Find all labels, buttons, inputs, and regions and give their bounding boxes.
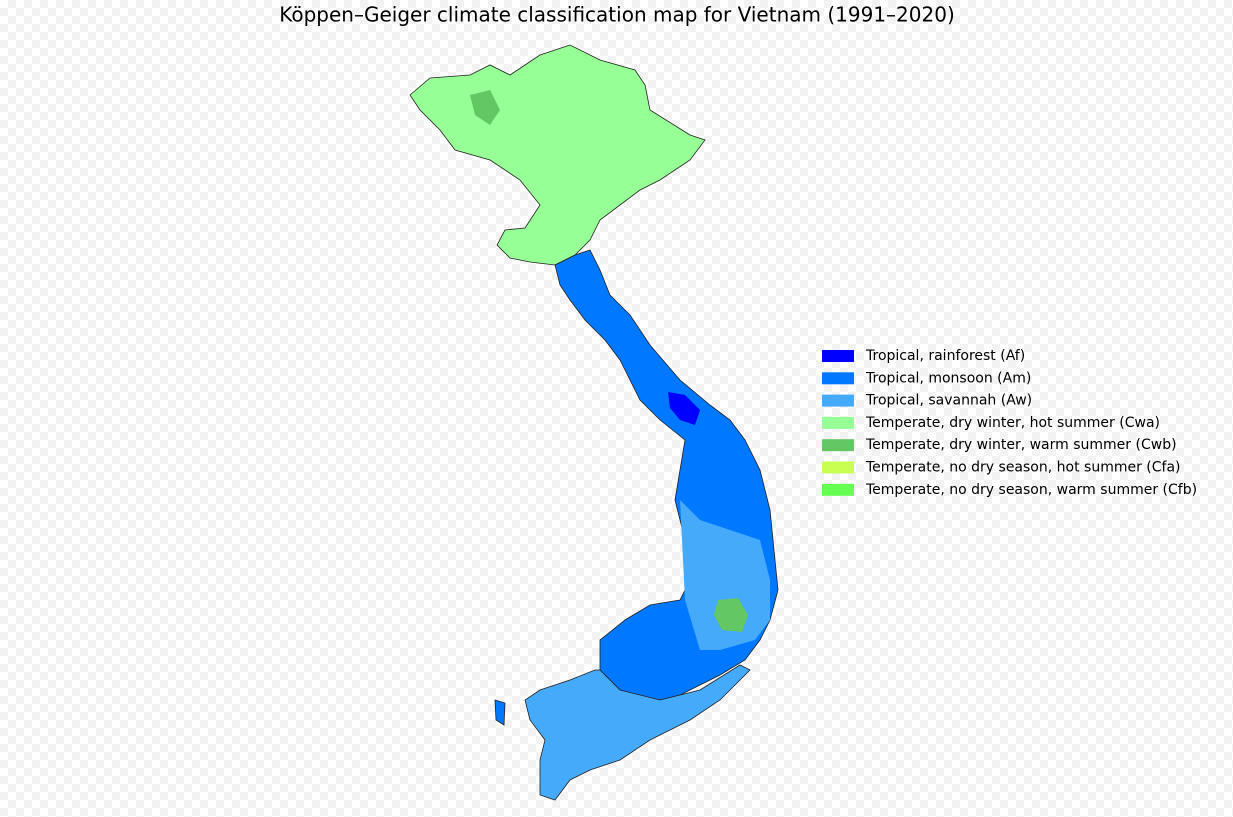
- map-title: Köppen–Geiger climate classification map…: [279, 3, 955, 27]
- legend-swatch: [822, 439, 854, 452]
- legend-label: Tropical, savannah (Aw): [865, 393, 1032, 409]
- region-uplands: [714, 598, 748, 632]
- vietnam: [409, 44, 779, 801]
- legend-label: Temperate, no dry season, warm summer (C…: [865, 482, 1197, 498]
- legend-label: Temperate, dry winter, hot summer (Cwa): [865, 415, 1160, 431]
- legend-swatch: [822, 372, 854, 385]
- region-uplands: [470, 90, 500, 125]
- legend-swatch: [822, 350, 854, 362]
- legend-label: Tropical, monsoon (Am): [865, 370, 1031, 386]
- legend-label: Temperate, no dry season, hot summer (Cf…: [865, 460, 1181, 476]
- legend-swatch: [822, 483, 854, 496]
- legend: Tropical, rainforest (Af) Tropical, monso…: [822, 348, 1197, 498]
- legend-swatch: [822, 461, 854, 474]
- legend-label: Temperate, dry winter, warm summer (Cwb): [865, 437, 1177, 453]
- region-highlands: [680, 500, 770, 650]
- region-rainforest: [668, 392, 700, 425]
- legend-label: Tropical, rainforest (Af): [865, 348, 1025, 364]
- region-north: [409, 44, 706, 266]
- region-south: [524, 664, 751, 801]
- legend-swatch: [822, 394, 854, 407]
- island: [494, 699, 506, 726]
- legend-swatch: [822, 416, 854, 429]
